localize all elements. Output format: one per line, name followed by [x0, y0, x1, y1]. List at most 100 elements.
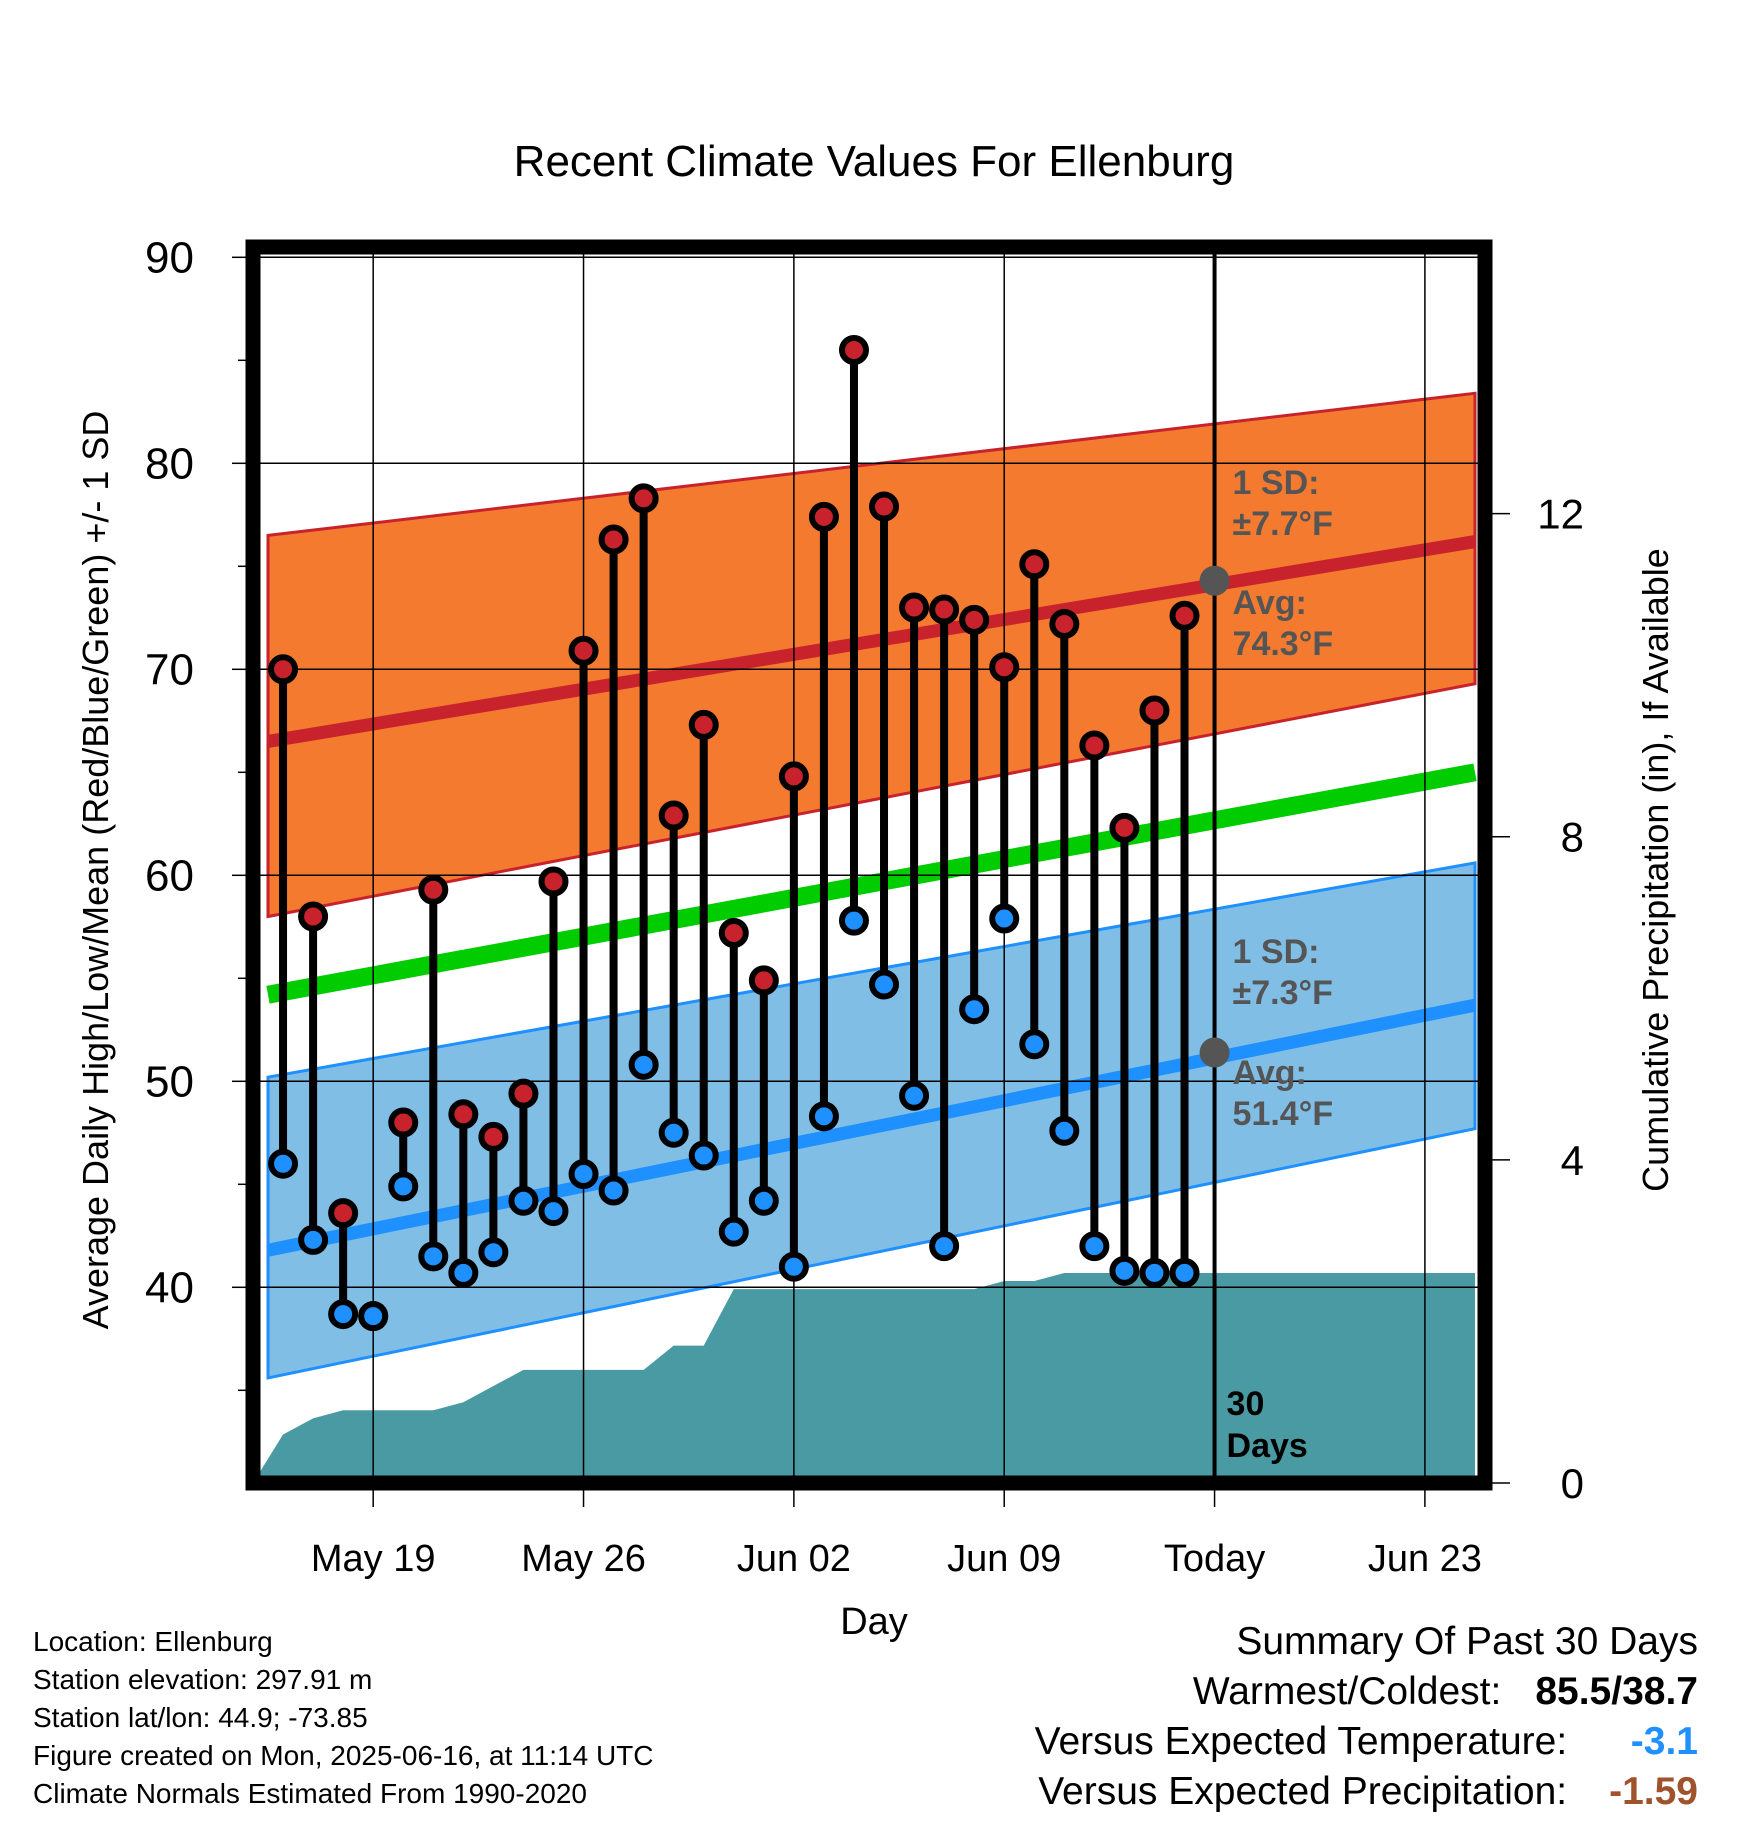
high-point — [718, 917, 749, 948]
precip-vs-expected-value: -1.59 — [1609, 1770, 1698, 1813]
precip-vs-expected-label: Versus Expected Precipitation: — [1038, 1770, 1568, 1813]
low-point — [899, 1080, 930, 1111]
low-point — [688, 1140, 719, 1171]
high-point — [1079, 730, 1110, 761]
low-point — [478, 1237, 509, 1268]
summary-heading: Summary Of Past 30 Days — [1236, 1620, 1698, 1663]
high-sd-band — [266, 391, 1477, 919]
plot-frame — [245, 239, 1493, 1491]
high-point — [598, 524, 629, 555]
x-tick-label: May 19 — [311, 1538, 436, 1580]
precip-area — [253, 1272, 1475, 1483]
temp-vs-expected-value: -3.1 — [1630, 1720, 1698, 1763]
low-point — [989, 903, 1020, 934]
low-point — [418, 1241, 449, 1272]
low-point — [1109, 1255, 1140, 1286]
low-point — [568, 1159, 599, 1189]
low-point — [718, 1216, 749, 1247]
low-point — [808, 1101, 839, 1132]
high-point — [838, 335, 869, 365]
low-point — [628, 1049, 659, 1080]
summary-warm-cold: Warmest/Coldest: 85.5/38.7 — [1035, 1667, 1698, 1717]
low-point — [1049, 1115, 1080, 1146]
y2-tick-label: 4 — [1561, 1137, 1584, 1184]
latlon-text: Station lat/lon: 44.9; -73.85 — [33, 1702, 368, 1733]
high-sd-label: 1 SD: — [1233, 464, 1320, 502]
low-point — [388, 1171, 419, 1202]
high-point — [1139, 695, 1170, 726]
high-point — [448, 1099, 479, 1130]
normal-low-line — [266, 998, 1477, 1257]
elevation-text: Station elevation: 297.91 m — [33, 1664, 373, 1695]
y-tick-label: 40 — [145, 1263, 194, 1312]
low-point — [929, 1231, 960, 1262]
created-text: Figure created on Mon, 2025-06-16, at 11… — [33, 1740, 654, 1771]
high-point — [989, 652, 1020, 683]
low-point — [268, 1148, 299, 1179]
high-point — [388, 1107, 419, 1138]
x-tick-label: Today — [1164, 1538, 1265, 1580]
low-point — [959, 994, 990, 1025]
high-point — [658, 800, 689, 831]
x-tick-label: Jun 09 — [947, 1538, 1061, 1580]
normal-high-line — [266, 535, 1477, 748]
high-point — [1169, 600, 1200, 631]
low-point — [328, 1299, 359, 1330]
high-point — [568, 635, 599, 666]
high-point — [1049, 608, 1080, 639]
low-point — [448, 1257, 479, 1288]
high-point — [628, 483, 659, 514]
high-point — [538, 866, 569, 897]
low-avg-label: Avg: — [1233, 1054, 1307, 1092]
today-high-marker — [1199, 565, 1230, 596]
low-point — [1139, 1257, 1170, 1288]
low-point — [508, 1185, 539, 1216]
y2-tick-label: 12 — [1537, 491, 1584, 538]
temp-vs-expected-label: Versus Expected Temperature: — [1034, 1720, 1568, 1763]
normal-mean-line — [266, 763, 1477, 1004]
low-point — [869, 969, 900, 1000]
high-avg-label: Avg: — [1233, 584, 1307, 622]
low-sd-label: 1 SD: — [1233, 933, 1320, 971]
summary-temp: Versus Expected Temperature: -3.1 — [1035, 1717, 1698, 1767]
low-point — [1079, 1231, 1110, 1262]
low-point — [298, 1224, 329, 1255]
warm-cold-value: 85.5/38.7 — [1535, 1670, 1698, 1713]
low-point — [1019, 1029, 1050, 1060]
high-point — [778, 761, 809, 792]
x-axis-label: Day — [840, 1601, 908, 1643]
y-tick-label: 70 — [145, 645, 194, 694]
high-point — [298, 901, 329, 932]
location-text: Location: Ellenburg — [33, 1626, 273, 1657]
low-avg-value: 51.4°F — [1233, 1095, 1334, 1133]
high-point — [1109, 812, 1140, 843]
low-point — [358, 1301, 389, 1332]
y2-tick-label: 8 — [1561, 814, 1584, 861]
high-point — [478, 1121, 509, 1152]
station-info: Location: Ellenburg Station elevation: 2… — [33, 1623, 654, 1813]
x-tick-label: Jun 23 — [1368, 1538, 1482, 1580]
x-tick-label: May 26 — [521, 1538, 646, 1580]
y-tick-label: 90 — [145, 233, 194, 282]
normals-text: Climate Normals Estimated From 1990-2020 — [33, 1778, 587, 1809]
high-avg-value: 74.3°F — [1233, 625, 1334, 663]
high-point — [959, 604, 990, 635]
low-point — [748, 1185, 779, 1216]
window-unit-label: Days — [1227, 1427, 1308, 1465]
high-point — [1019, 549, 1050, 580]
y-tick-label: 60 — [145, 851, 194, 900]
low-sd-band — [266, 861, 1477, 1380]
y-tick-label: 50 — [145, 1057, 194, 1106]
high-point — [808, 501, 839, 532]
summary-panel: Summary Of Past 30 Days Warmest/Coldest:… — [1035, 1617, 1698, 1817]
high-point — [688, 709, 719, 740]
high-point — [748, 965, 779, 996]
low-point — [838, 905, 869, 936]
low-point — [778, 1251, 809, 1282]
low-sd-value: ±7.3°F — [1233, 974, 1333, 1012]
low-point — [1169, 1257, 1200, 1288]
high-point — [328, 1198, 359, 1229]
low-point — [598, 1175, 629, 1206]
